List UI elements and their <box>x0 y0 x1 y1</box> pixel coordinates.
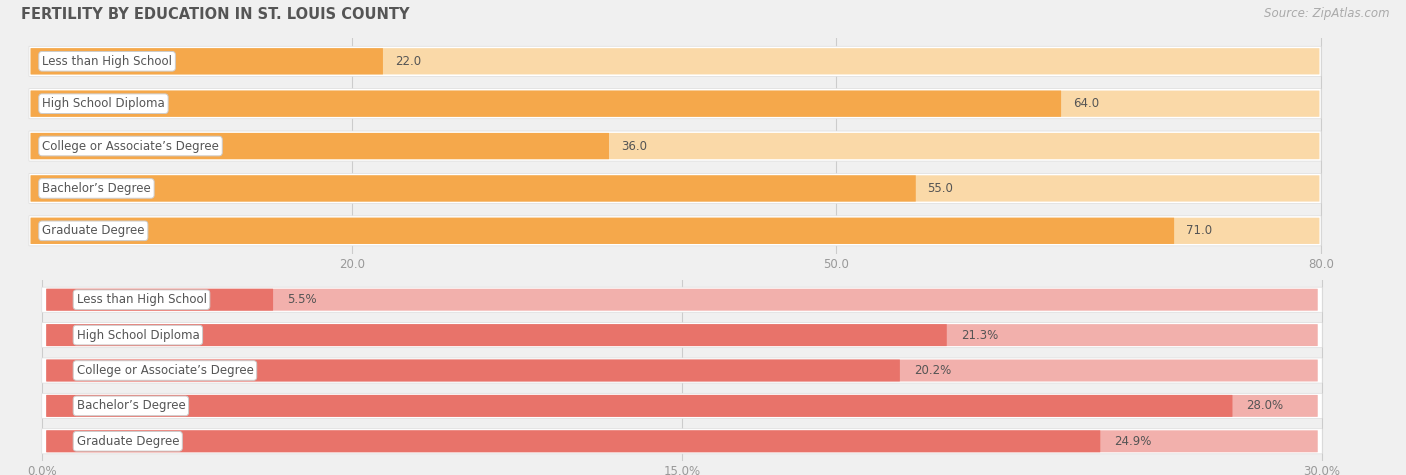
Text: 36.0: 36.0 <box>621 140 647 152</box>
Text: 28.0%: 28.0% <box>1247 399 1284 412</box>
FancyBboxPatch shape <box>31 48 382 75</box>
FancyBboxPatch shape <box>31 218 1319 244</box>
FancyBboxPatch shape <box>31 218 1174 244</box>
Text: 55.0: 55.0 <box>928 182 953 195</box>
FancyBboxPatch shape <box>46 289 1317 311</box>
Text: FERTILITY BY EDUCATION IN ST. LOUIS COUNTY: FERTILITY BY EDUCATION IN ST. LOUIS COUN… <box>21 7 409 22</box>
FancyBboxPatch shape <box>46 360 1317 381</box>
FancyBboxPatch shape <box>31 91 1062 117</box>
FancyBboxPatch shape <box>31 48 1319 75</box>
Text: High School Diploma: High School Diploma <box>42 97 165 110</box>
Text: Bachelor’s Degree: Bachelor’s Degree <box>42 182 150 195</box>
FancyBboxPatch shape <box>46 324 946 346</box>
FancyBboxPatch shape <box>42 393 1322 418</box>
FancyBboxPatch shape <box>42 323 1322 348</box>
Text: 24.9%: 24.9% <box>1115 435 1152 448</box>
Text: High School Diploma: High School Diploma <box>76 329 200 342</box>
FancyBboxPatch shape <box>31 175 1319 201</box>
FancyBboxPatch shape <box>31 133 1319 159</box>
Text: Less than High School: Less than High School <box>76 293 207 306</box>
Text: 5.5%: 5.5% <box>287 293 316 306</box>
FancyBboxPatch shape <box>30 131 1322 161</box>
Text: College or Associate’s Degree: College or Associate’s Degree <box>76 364 253 377</box>
FancyBboxPatch shape <box>30 89 1322 119</box>
FancyBboxPatch shape <box>46 430 1101 452</box>
FancyBboxPatch shape <box>31 91 1319 117</box>
Text: Source: ZipAtlas.com: Source: ZipAtlas.com <box>1264 7 1389 20</box>
FancyBboxPatch shape <box>46 324 1317 346</box>
Text: College or Associate’s Degree: College or Associate’s Degree <box>42 140 219 152</box>
FancyBboxPatch shape <box>30 216 1322 246</box>
FancyBboxPatch shape <box>42 358 1322 383</box>
Text: 22.0: 22.0 <box>395 55 420 68</box>
FancyBboxPatch shape <box>46 289 273 311</box>
Text: 71.0: 71.0 <box>1185 224 1212 238</box>
FancyBboxPatch shape <box>46 395 1233 417</box>
Text: Graduate Degree: Graduate Degree <box>42 224 145 238</box>
FancyBboxPatch shape <box>31 133 609 159</box>
Text: 64.0: 64.0 <box>1073 97 1099 110</box>
FancyBboxPatch shape <box>42 429 1322 454</box>
FancyBboxPatch shape <box>46 395 1317 417</box>
Text: 21.3%: 21.3% <box>960 329 998 342</box>
FancyBboxPatch shape <box>30 46 1322 76</box>
Text: Graduate Degree: Graduate Degree <box>76 435 179 448</box>
Text: Less than High School: Less than High School <box>42 55 172 68</box>
FancyBboxPatch shape <box>31 175 915 201</box>
Text: 20.2%: 20.2% <box>914 364 952 377</box>
FancyBboxPatch shape <box>42 287 1322 312</box>
Text: Bachelor’s Degree: Bachelor’s Degree <box>76 399 186 412</box>
FancyBboxPatch shape <box>46 360 900 381</box>
FancyBboxPatch shape <box>46 430 1317 452</box>
FancyBboxPatch shape <box>30 173 1322 203</box>
